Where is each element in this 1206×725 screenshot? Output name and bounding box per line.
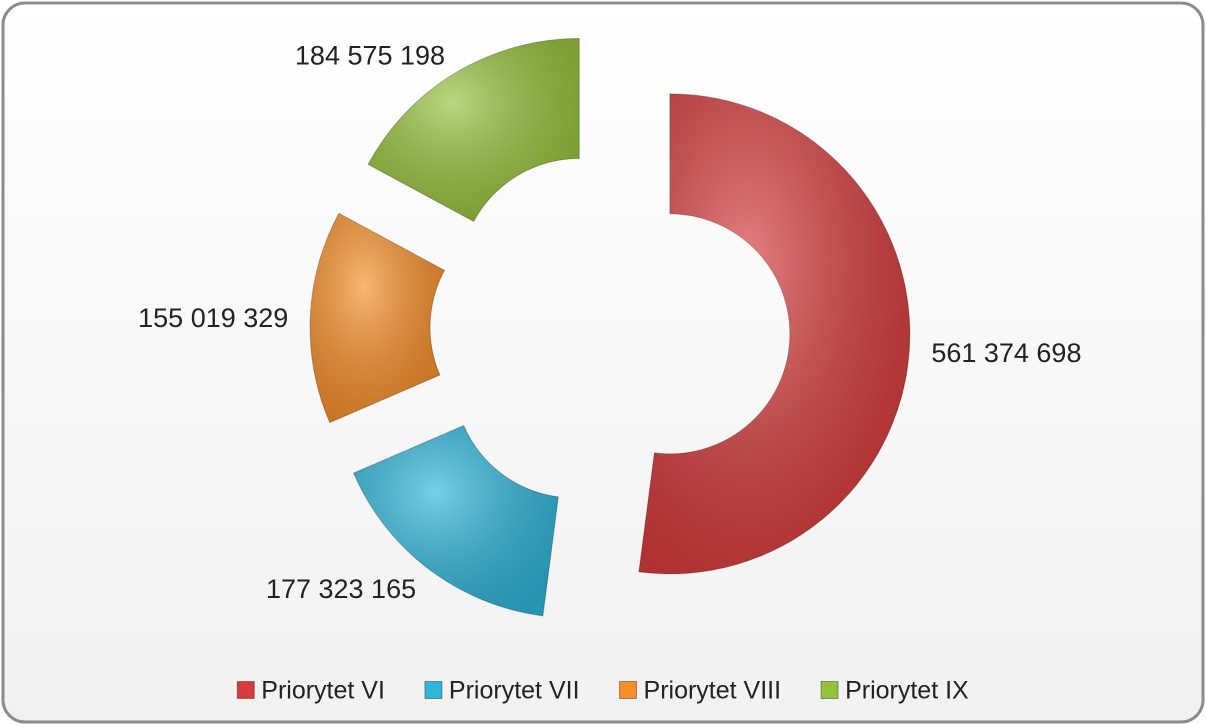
data-label: 184 575 198	[295, 41, 445, 71]
slices: 561 374 698 177 323 165 155 019 329 184 575…	[138, 37, 1081, 617]
legend: Priorytet VI Priorytet VII Priorytet VIII P…	[236, 677, 969, 705]
legend-label: Priorytet IX	[845, 677, 969, 705]
legend-swatch	[619, 681, 638, 699]
data-label: 177 323 165	[266, 574, 416, 604]
data-label: 561 374 698	[931, 338, 1081, 368]
slice-shading	[638, 93, 910, 574]
data-label: 155 019 329	[138, 303, 288, 333]
slice-shading	[310, 213, 445, 423]
slice-shading	[353, 425, 559, 616]
legend-label: Priorytet VI	[261, 677, 385, 705]
legend-label: Priorytet VIII	[644, 677, 782, 705]
legend-swatch	[236, 681, 255, 699]
legend-label: Priorytet VII	[449, 677, 580, 705]
legend-swatch	[820, 681, 839, 699]
slice-shading	[368, 38, 580, 222]
legend-swatch	[424, 681, 443, 699]
